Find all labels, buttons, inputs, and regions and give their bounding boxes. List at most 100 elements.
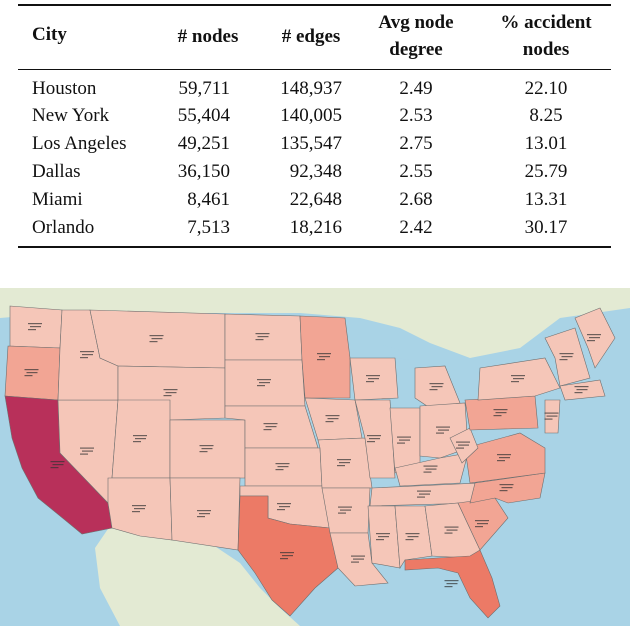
mexico-landmass [95, 526, 300, 626]
state-label-mark [133, 441, 141, 443]
cell-accident: 8.25 [529, 105, 563, 126]
state-label-mark [132, 505, 146, 507]
state-label-mark [201, 448, 213, 450]
state-label-mark [436, 426, 450, 428]
state-label-mark [26, 372, 38, 374]
state-label-mark [338, 506, 352, 508]
state-label-mark [574, 392, 583, 394]
state-label-mark [477, 523, 488, 525]
state-label-mark [280, 558, 288, 560]
state-label-mark [366, 381, 374, 383]
state-label-mark [197, 510, 211, 512]
state-label-mark [338, 512, 346, 514]
state-label-mark [279, 506, 290, 508]
state-label-mark [399, 439, 410, 441]
cell-nodes: 36,150 [177, 161, 230, 182]
state-label-mark [397, 436, 411, 438]
state-label-mark [259, 382, 270, 384]
state-label-mark [197, 516, 205, 518]
header-degree-line2: degree [389, 39, 443, 60]
state-label-mark [257, 336, 269, 338]
cell-edges: 148,937 [280, 78, 342, 99]
cell-accident: 22.10 [524, 78, 568, 99]
state-label-mark [265, 426, 277, 428]
state-label-mark [317, 353, 331, 355]
state-label-mark [82, 354, 93, 356]
state-label-mark [353, 558, 364, 560]
state-label-mark [368, 378, 379, 380]
state-label-mark [149, 335, 164, 337]
state-label-mark [444, 532, 453, 534]
cell-edges: 140,005 [280, 105, 342, 126]
state-label-mark [493, 415, 502, 417]
state-label-mark [369, 438, 380, 440]
state-label-mark [438, 429, 449, 431]
cell-nodes: 8,461 [187, 189, 230, 210]
state-label-mark [134, 508, 145, 510]
lake-superior [340, 343, 400, 360]
state-label-mark [513, 378, 524, 380]
state-label-mark [376, 539, 384, 541]
state-label-mark [497, 454, 511, 456]
state-label-mark [50, 467, 59, 469]
table-bottom-rule [18, 246, 611, 248]
state-label-mark [340, 509, 351, 511]
state-label-mark [275, 469, 284, 471]
state-label-mark [317, 359, 325, 361]
state-label-mark [80, 357, 88, 359]
state-label-mark [257, 379, 271, 381]
state-label-mark [277, 503, 291, 505]
header-city: City [32, 24, 67, 45]
cell-degree: 2.68 [399, 189, 433, 210]
state-label-mark [456, 441, 470, 443]
state-label-mark [436, 432, 444, 434]
state-label-mark [495, 412, 507, 414]
state-label-mark [24, 369, 39, 371]
cell-edges: 92,348 [289, 161, 342, 182]
cell-edges: 135,547 [280, 133, 342, 154]
state-label-mark [511, 375, 525, 377]
state-label-mark [431, 386, 443, 388]
state-label-mark [475, 526, 483, 528]
header-accident-line1: % accident [500, 12, 592, 33]
state-label-mark [24, 375, 33, 377]
cell-city: New York [32, 105, 110, 126]
cell-nodes: 59,711 [178, 78, 230, 99]
state-label-mark [444, 580, 459, 582]
state-label-mark [425, 468, 437, 470]
state-label-mark [325, 421, 334, 423]
state-label-mark [587, 340, 595, 342]
cell-city: Los Angeles [32, 133, 127, 154]
state-label-mark [28, 329, 36, 331]
state-label-mark [417, 496, 425, 498]
state-label-group [24, 323, 601, 588]
state-label-mark [255, 339, 264, 341]
state-label-mark [458, 444, 469, 446]
state-label-mark [339, 462, 350, 464]
state-label-mark [280, 552, 294, 554]
state-label-mark [456, 447, 464, 449]
state-label-mark [574, 386, 589, 388]
state-label-mark [151, 338, 163, 340]
cell-degree: 2.53 [399, 105, 433, 126]
state-label-mark [546, 415, 558, 417]
state-label-mark [275, 463, 290, 465]
state-label-mark [493, 409, 508, 411]
cell-nodes: 55,404 [177, 105, 230, 126]
state-label-mark [351, 555, 365, 557]
state-label-mark [544, 418, 553, 420]
state-label-mark [475, 520, 489, 522]
state-label-mark [497, 460, 505, 462]
state-label-mark [499, 484, 514, 486]
state-label-mark [366, 375, 380, 377]
header-degree-line1: Avg node [378, 12, 454, 33]
table-header-rule [18, 69, 611, 70]
cell-nodes: 7,513 [187, 217, 230, 238]
state-label-mark [499, 490, 508, 492]
cell-degree: 2.55 [399, 161, 433, 182]
state-label-mark [255, 333, 270, 335]
state-label-mark [587, 334, 601, 336]
state-label-mark [149, 341, 158, 343]
state-label-mark [561, 356, 573, 358]
state-label-mark [277, 466, 289, 468]
